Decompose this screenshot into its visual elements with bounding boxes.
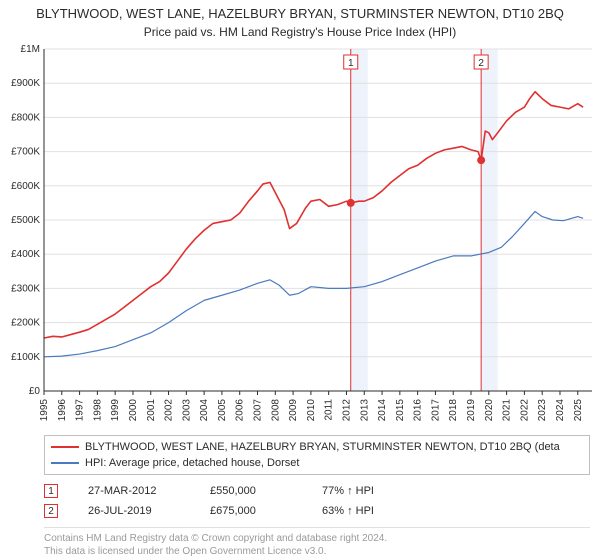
sale-row: 1 27-MAR-2012 £550,000 77% ↑ HPI — [44, 481, 590, 501]
svg-text:2012: 2012 — [341, 399, 352, 422]
sale-delta: 63% ↑ HPI — [322, 505, 374, 517]
svg-text:1998: 1998 — [92, 399, 103, 422]
footnote: Contains HM Land Registry data © Crown c… — [44, 527, 590, 558]
sale-marker: 1 — [44, 484, 58, 498]
svg-text:1996: 1996 — [57, 399, 68, 422]
svg-text:2022: 2022 — [519, 399, 530, 422]
svg-text:2025: 2025 — [573, 399, 584, 422]
svg-text:£300K: £300K — [11, 283, 40, 294]
svg-text:2016: 2016 — [413, 399, 424, 422]
svg-text:£800K: £800K — [11, 112, 40, 123]
chart-subtitle: Price paid vs. HM Land Registry's House … — [8, 25, 592, 39]
sale-delta: 77% ↑ HPI — [322, 485, 374, 497]
svg-text:1: 1 — [348, 58, 354, 69]
svg-text:2023: 2023 — [537, 399, 548, 422]
svg-text:£700K: £700K — [11, 147, 40, 158]
footnote-line1: Contains HM Land Registry data © Crown c… — [44, 532, 590, 545]
footnote-line2: This data is licensed under the Open Gov… — [44, 545, 590, 558]
legend-item: BLYTHWOOD, WEST LANE, HAZELBURY BRYAN, S… — [51, 439, 583, 455]
svg-text:£400K: £400K — [11, 249, 40, 260]
svg-text:£100K: £100K — [11, 352, 40, 363]
sale-date: 27-MAR-2012 — [88, 485, 188, 497]
svg-text:2006: 2006 — [235, 399, 246, 422]
svg-text:2014: 2014 — [377, 399, 388, 422]
legend-label: BLYTHWOOD, WEST LANE, HAZELBURY BRYAN, S… — [85, 441, 560, 453]
svg-text:2001: 2001 — [146, 399, 157, 422]
svg-text:£0: £0 — [29, 386, 41, 397]
svg-text:2021: 2021 — [502, 399, 513, 422]
svg-text:2003: 2003 — [181, 399, 192, 422]
svg-text:2: 2 — [478, 58, 484, 69]
svg-text:1999: 1999 — [110, 399, 121, 422]
svg-text:2000: 2000 — [128, 399, 139, 422]
svg-text:2004: 2004 — [199, 399, 210, 422]
svg-text:2017: 2017 — [430, 399, 441, 422]
svg-text:2002: 2002 — [164, 399, 175, 422]
svg-text:1997: 1997 — [75, 399, 86, 422]
svg-text:£1M: £1M — [21, 44, 40, 55]
svg-text:2018: 2018 — [448, 399, 459, 422]
svg-text:1995: 1995 — [39, 399, 50, 422]
sale-events: 1 27-MAR-2012 £550,000 77% ↑ HPI 2 26-JUL-201… — [44, 481, 590, 521]
svg-text:2008: 2008 — [270, 399, 281, 422]
legend-label: HPI: Average price, detached house, Dors… — [85, 457, 299, 469]
svg-text:£900K: £900K — [11, 78, 40, 89]
svg-text:£500K: £500K — [11, 215, 40, 226]
svg-text:£600K: £600K — [11, 181, 40, 192]
legend-item: HPI: Average price, detached house, Dors… — [51, 455, 583, 471]
sale-date: 26-JUL-2019 — [88, 505, 188, 517]
svg-text:2005: 2005 — [217, 399, 228, 422]
sale-price: £550,000 — [210, 485, 300, 497]
sale-marker: 2 — [44, 504, 58, 518]
svg-text:2013: 2013 — [359, 399, 370, 422]
sale-row: 2 26-JUL-2019 £675,000 63% ↑ HPI — [44, 501, 590, 521]
svg-text:2015: 2015 — [395, 399, 406, 422]
svg-text:2009: 2009 — [288, 399, 299, 422]
legend: BLYTHWOOD, WEST LANE, HAZELBURY BRYAN, S… — [44, 435, 590, 475]
svg-text:2011: 2011 — [324, 399, 335, 421]
chart-svg: £0 £100K £200K £300K £400K £500K £600K £700K £80… — [0, 41, 600, 431]
svg-text:2020: 2020 — [484, 399, 495, 422]
svg-text:2007: 2007 — [253, 399, 264, 422]
svg-text:£200K: £200K — [11, 318, 40, 329]
svg-text:2024: 2024 — [555, 399, 566, 422]
legend-swatch — [51, 446, 79, 448]
chart-area: £0 £100K £200K £300K £400K £500K £600K £700K £80… — [0, 41, 600, 431]
chart-title: BLYTHWOOD, WEST LANE, HAZELBURY BRYAN, S… — [8, 6, 592, 21]
svg-text:2019: 2019 — [466, 399, 477, 422]
sale-price: £675,000 — [210, 505, 300, 517]
svg-text:2010: 2010 — [306, 399, 317, 422]
legend-swatch — [51, 462, 79, 464]
